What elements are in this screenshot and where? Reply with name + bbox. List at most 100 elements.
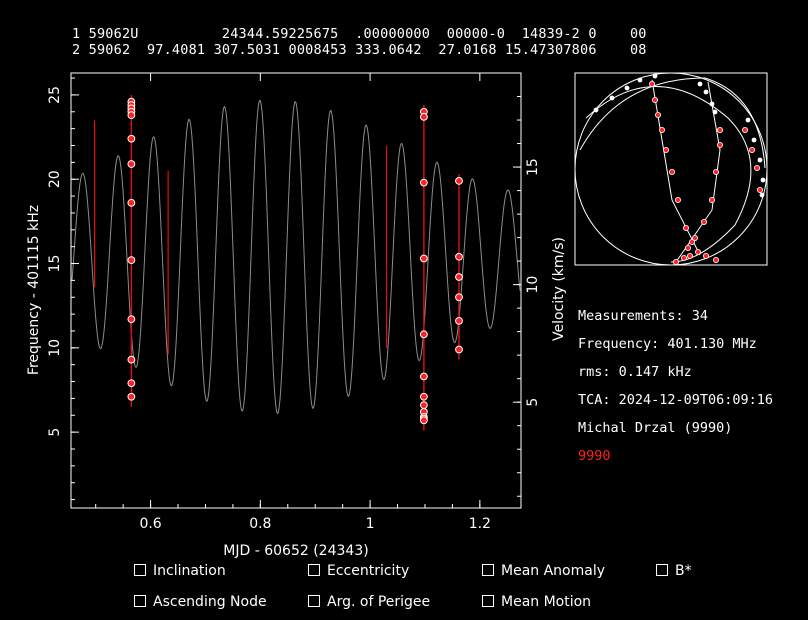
measurement-point xyxy=(127,392,136,401)
sky-point xyxy=(637,77,643,83)
sky-point xyxy=(745,117,751,123)
measurement-point xyxy=(419,178,428,187)
sky-measurement xyxy=(709,196,716,203)
y2-tick-label: 10 xyxy=(525,276,541,294)
horizon-circle xyxy=(574,72,768,266)
measurement-point xyxy=(419,372,428,381)
sky-track-points xyxy=(593,73,766,265)
measurement-point xyxy=(419,330,428,339)
measurement-point xyxy=(455,345,463,354)
tca-value: TCA: 2024-12-09T06:09:16 xyxy=(578,392,774,408)
sky-track-panel xyxy=(574,72,768,266)
measurement-point xyxy=(455,273,463,281)
checkbox-label: Ascending Node xyxy=(153,594,267,610)
sky-measurement xyxy=(669,168,676,175)
checkbox-label: Eccentricity xyxy=(327,563,410,579)
y-tick-label: 20 xyxy=(47,170,63,188)
sky-point xyxy=(751,137,757,143)
observer-name: Michal Drzal (9990) xyxy=(578,420,733,436)
measurement-point xyxy=(127,355,136,364)
sky-point xyxy=(652,73,658,79)
checkbox-box[interactable] xyxy=(308,564,320,576)
measurement-point xyxy=(419,392,428,401)
measurement-point xyxy=(127,379,136,388)
x-axis-label: MJD - 60652 (24343) xyxy=(223,543,368,559)
measurement-point xyxy=(419,112,428,121)
y-tick-label: 15 xyxy=(47,255,63,273)
sky-track-arc-1 xyxy=(585,86,752,263)
y2-axis-label: Velocity (km/s) xyxy=(551,237,567,341)
sky-track-arc-2 xyxy=(579,77,766,169)
checkbox-label: Mean Anomaly xyxy=(501,563,606,579)
sky-measurement xyxy=(685,244,692,251)
sky-measurement xyxy=(675,196,682,203)
checkbox-label: Arg. of Perigee xyxy=(327,594,431,610)
sky-point xyxy=(759,192,765,198)
mean-anomaly-checkbox[interactable]: Mean Anomaly xyxy=(482,563,605,579)
y2-tick-label: 15 xyxy=(525,158,541,176)
y-tick-label: 10 xyxy=(47,339,63,357)
sky-point xyxy=(712,109,718,115)
station-id: 9990 xyxy=(578,448,611,464)
sky-measurement xyxy=(692,234,699,241)
x-tick-label: 1.2 xyxy=(469,516,491,532)
sky-measurement xyxy=(683,224,690,231)
measurement-point xyxy=(127,315,136,324)
checkbox-box[interactable] xyxy=(482,595,494,607)
checkbox-box[interactable] xyxy=(308,595,320,607)
sky-measurement xyxy=(681,254,688,261)
sky-measurement xyxy=(757,186,764,193)
sky-point xyxy=(703,89,709,95)
bstar-checkbox[interactable]: B* xyxy=(656,563,692,579)
rms-value: rms: 0.147 kHz xyxy=(578,364,692,380)
x-tick-label: 1 xyxy=(366,516,375,532)
sky-measurement xyxy=(717,127,724,134)
sky-measurement xyxy=(713,168,720,175)
sky-measurement xyxy=(655,112,662,119)
x-tick-label: 0.8 xyxy=(249,516,271,532)
measurement-point xyxy=(419,254,428,263)
measurement-point xyxy=(455,177,463,185)
sky-measurement xyxy=(742,127,749,134)
mean-motion-checkbox[interactable]: Mean Motion xyxy=(482,594,591,610)
sky-point xyxy=(757,157,763,163)
measurement-point xyxy=(127,160,136,168)
measurement-point xyxy=(419,401,428,410)
tle-line-1: 1 59062U 24344.59225675 .00000000 00000-… xyxy=(72,26,647,42)
frequency-value: Frequency: 401.130 MHz xyxy=(578,336,757,352)
sky-measurement xyxy=(717,141,724,148)
measurement-point xyxy=(455,252,463,261)
sky-measurement xyxy=(687,252,694,259)
eccentricity-checkbox[interactable]: Eccentricity xyxy=(308,563,409,579)
sky-track-arc-3 xyxy=(651,79,701,256)
sky-measurement xyxy=(689,238,696,245)
model-curve-line xyxy=(71,99,521,415)
sky-measurement xyxy=(663,146,670,153)
checkbox-box[interactable] xyxy=(134,564,146,576)
checkbox-box[interactable] xyxy=(134,595,146,607)
sky-measurement xyxy=(754,164,761,171)
ascending-node-checkbox[interactable]: Ascending Node xyxy=(134,594,267,610)
sky-point xyxy=(709,101,715,107)
y-tick-label: 25 xyxy=(47,86,63,104)
sky-measurement xyxy=(749,146,756,153)
measurement-point xyxy=(127,256,136,265)
measurement-point xyxy=(127,198,136,207)
measurement-point xyxy=(455,293,463,302)
sky-measurement xyxy=(695,248,702,255)
measurements-count: Measurements: 34 xyxy=(578,308,709,324)
checkbox-box[interactable] xyxy=(656,564,668,576)
y-axis-label: Frequency - 401115 kHz xyxy=(26,205,42,375)
checkbox-box[interactable] xyxy=(482,564,494,576)
sky-measurement xyxy=(652,97,659,104)
sky-measurement xyxy=(659,127,666,134)
plot-frame xyxy=(70,72,522,509)
inclination-checkbox[interactable]: Inclination xyxy=(134,563,226,579)
sky-measurement xyxy=(673,258,680,265)
checkbox-label: Inclination xyxy=(153,563,226,579)
x-tick-label: 0.6 xyxy=(139,516,161,532)
arg-of-perigee-checkbox[interactable]: Arg. of Perigee xyxy=(308,594,430,610)
sky-measurement xyxy=(713,256,720,263)
model-doppler-curve xyxy=(71,99,521,415)
